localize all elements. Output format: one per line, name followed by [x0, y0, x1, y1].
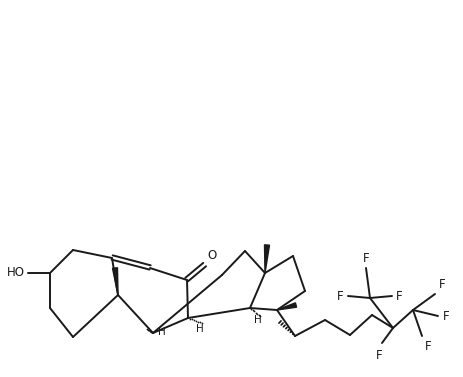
Polygon shape: [276, 303, 296, 310]
Text: H: H: [196, 324, 203, 334]
Text: HO: HO: [7, 267, 25, 279]
Text: F: F: [424, 340, 430, 352]
Text: F: F: [336, 290, 342, 302]
Text: F: F: [362, 251, 369, 265]
Text: O: O: [207, 249, 216, 262]
Text: F: F: [438, 277, 444, 291]
Polygon shape: [112, 268, 118, 295]
Polygon shape: [264, 245, 269, 273]
Text: H: H: [254, 315, 261, 325]
Text: F: F: [394, 290, 401, 302]
Text: F: F: [442, 310, 448, 322]
Text: H: H: [158, 327, 165, 337]
Text: F: F: [375, 349, 382, 362]
